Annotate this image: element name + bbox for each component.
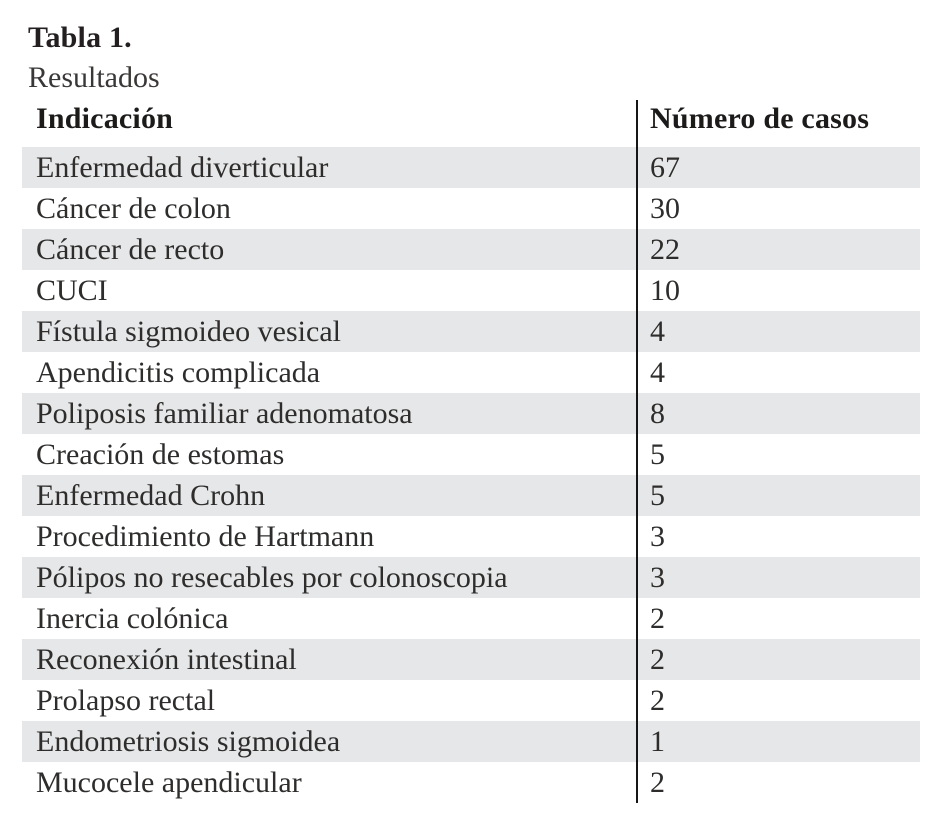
- table-row: Fístula sigmoideo vesical 4: [22, 311, 920, 352]
- cases-cell: 2: [636, 762, 920, 803]
- table-row: Prolapso rectal 2: [22, 680, 920, 721]
- table-row: Inercia colónica 2: [22, 598, 920, 639]
- table-row: Creación de estomas 5: [22, 434, 920, 475]
- indication-cell: Procedimiento de Hartmann: [36, 520, 375, 553]
- indication-cell: Fístula sigmoideo vesical: [36, 315, 341, 348]
- cases-cell: 4: [636, 311, 920, 352]
- cases-cell: 8: [636, 393, 920, 434]
- cases-cell: 5: [636, 475, 920, 516]
- cases-cell: 3: [636, 516, 920, 557]
- table-row: Enfermedad diverticular 67: [22, 147, 920, 188]
- table-row: Endometriosis sigmoidea 1: [22, 721, 920, 762]
- column-header-cases: Número de casos: [636, 100, 920, 147]
- paper-page: Tabla 1. Resultados Indicación Número de…: [22, 21, 920, 803]
- cases-cell: 3: [636, 557, 920, 598]
- cases-cell: 22: [636, 229, 920, 270]
- column-header-indication: Indicación: [36, 102, 174, 135]
- table-row: Cáncer de colon 30: [22, 188, 920, 229]
- cases-cell: 4: [636, 352, 920, 393]
- cases-cell: 5: [636, 434, 920, 475]
- indication-cell: Mucocele apendicular: [36, 766, 302, 799]
- cases-cell: 2: [636, 680, 920, 721]
- indication-cell: Cáncer de colon: [36, 192, 231, 225]
- indication-cell: Apendicitis complicada: [36, 356, 321, 389]
- results-table: Indicación Número de casos Enfermedad di…: [22, 100, 920, 803]
- table-row: Mucocele apendicular 2: [22, 762, 920, 803]
- indication-cell: Pólipos no resecables por colonoscopia: [36, 561, 508, 594]
- header-row: Indicación Número de casos: [22, 100, 920, 147]
- cases-cell: 2: [636, 598, 920, 639]
- indication-cell: Enfermedad Crohn: [36, 479, 266, 512]
- indication-cell: Poliposis familiar adenomatosa: [36, 397, 413, 430]
- indication-cell: Inercia colónica: [36, 602, 229, 635]
- table-row: CUCI 10: [22, 270, 920, 311]
- table-subtitle: Resultados: [28, 61, 160, 94]
- table-row: Reconexión intestinal 2: [22, 639, 920, 680]
- indication-cell: Endometriosis sigmoidea: [36, 725, 341, 758]
- table-row: Poliposis familiar adenomatosa 8: [22, 393, 920, 434]
- table-header: Indicación Número de casos: [22, 100, 920, 147]
- table-row: Enfermedad Crohn 5: [22, 475, 920, 516]
- cases-cell: 10: [636, 270, 920, 311]
- table-title: Tabla 1.: [28, 21, 132, 54]
- table-row: Cáncer de recto 22: [22, 229, 920, 270]
- cases-cell: 67: [636, 147, 920, 188]
- table-body: Enfermedad diverticular 67 Cáncer de col…: [22, 147, 920, 803]
- indication-cell: Creación de estomas: [36, 438, 285, 471]
- cases-cell: 2: [636, 639, 920, 680]
- indication-cell: CUCI: [36, 274, 108, 307]
- cases-cell: 30: [636, 188, 920, 229]
- table-row: Procedimiento de Hartmann 3: [22, 516, 920, 557]
- table-row: Pólipos no resecables por colonoscopia 3: [22, 557, 920, 598]
- indication-cell: Reconexión intestinal: [36, 643, 297, 676]
- table-row: Apendicitis complicada 4: [22, 352, 920, 393]
- indication-cell: Enfermedad diverticular: [36, 151, 329, 184]
- indication-cell: Prolapso rectal: [36, 684, 216, 717]
- cases-cell: 1: [636, 721, 920, 762]
- indication-cell: Cáncer de recto: [36, 233, 225, 266]
